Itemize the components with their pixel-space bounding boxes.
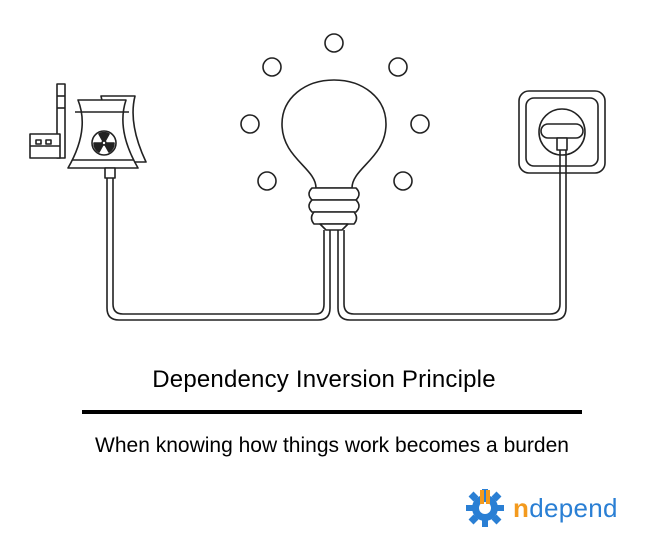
diagram-subtitle: When knowing how things work becomes a b… [95, 434, 569, 457]
nuclear-power-plant-icon [29, 83, 147, 179]
title-divider [82, 410, 582, 414]
cables [106, 150, 567, 321]
diagram-title: Dependency Inversion Principle [152, 366, 496, 393]
gear-logo-icon [466, 489, 504, 527]
brand-rest: depend [529, 492, 618, 523]
light-bulb-icon [240, 33, 430, 231]
ndepend-logo: ndepend [465, 488, 618, 528]
wall-socket-icon [518, 90, 606, 174]
brand-name: ndepend [513, 493, 618, 524]
brand-letter: n [513, 492, 530, 523]
